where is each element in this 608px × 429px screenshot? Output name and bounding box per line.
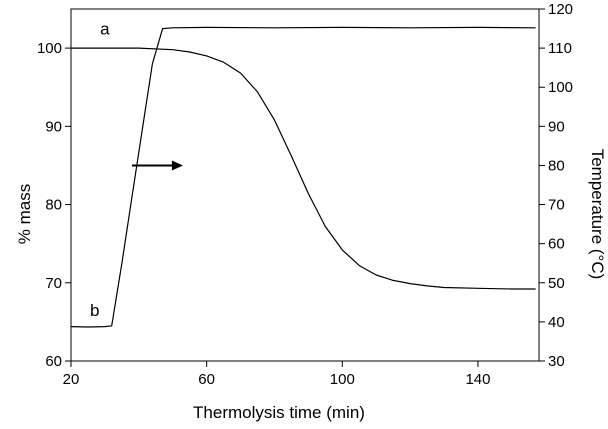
plot-border <box>70 8 540 362</box>
y-tick-label: 90 <box>45 118 62 135</box>
y-tick-label: 100 <box>37 40 62 57</box>
series-annotation-b: b <box>90 301 99 320</box>
series-layer <box>70 26 536 328</box>
y2-tick-label: 90 <box>548 118 565 135</box>
y2-tick-label: 70 <box>548 197 565 214</box>
y2-tick-label: 120 <box>548 1 573 18</box>
arrow-icon <box>171 160 183 171</box>
y-axis-label: % mass <box>15 184 34 244</box>
y2-tick-label: 50 <box>548 275 565 292</box>
x-axis-ticks: 20 60 100 140 <box>63 361 490 388</box>
y-tick-label: 80 <box>45 197 62 214</box>
plot-frame <box>70 8 540 362</box>
series-line-b <box>70 26 536 328</box>
y2-tick-label: 60 <box>548 236 565 253</box>
y2-tick-label: 80 <box>548 157 565 174</box>
y2-tick-label: 110 <box>548 40 572 57</box>
x-axis-label: Thermolysis time (min) <box>193 403 365 422</box>
x-tick-label: 60 <box>198 371 215 388</box>
y2-tick-label: 30 <box>548 353 565 370</box>
x-tick-label: 100 <box>330 371 355 388</box>
x-tick-label: 140 <box>465 371 490 388</box>
y2-axis-label: Temperature (°C) <box>588 149 607 280</box>
y-axis-ticks: 60 70 80 90 100 <box>37 40 71 370</box>
series-annotation-a: a <box>100 20 110 39</box>
y2-tick-label: 100 <box>548 79 573 96</box>
y2-axis-ticks: 30 40 50 60 70 80 90 100 110 120 <box>539 1 573 370</box>
y-tick-label: 70 <box>45 275 62 292</box>
x-tick-label: 20 <box>63 371 80 388</box>
y2-tick-label: 40 <box>548 314 565 331</box>
series-line-a <box>71 47 536 290</box>
annotations: ab <box>90 20 183 320</box>
y-tick-label: 60 <box>45 353 62 370</box>
